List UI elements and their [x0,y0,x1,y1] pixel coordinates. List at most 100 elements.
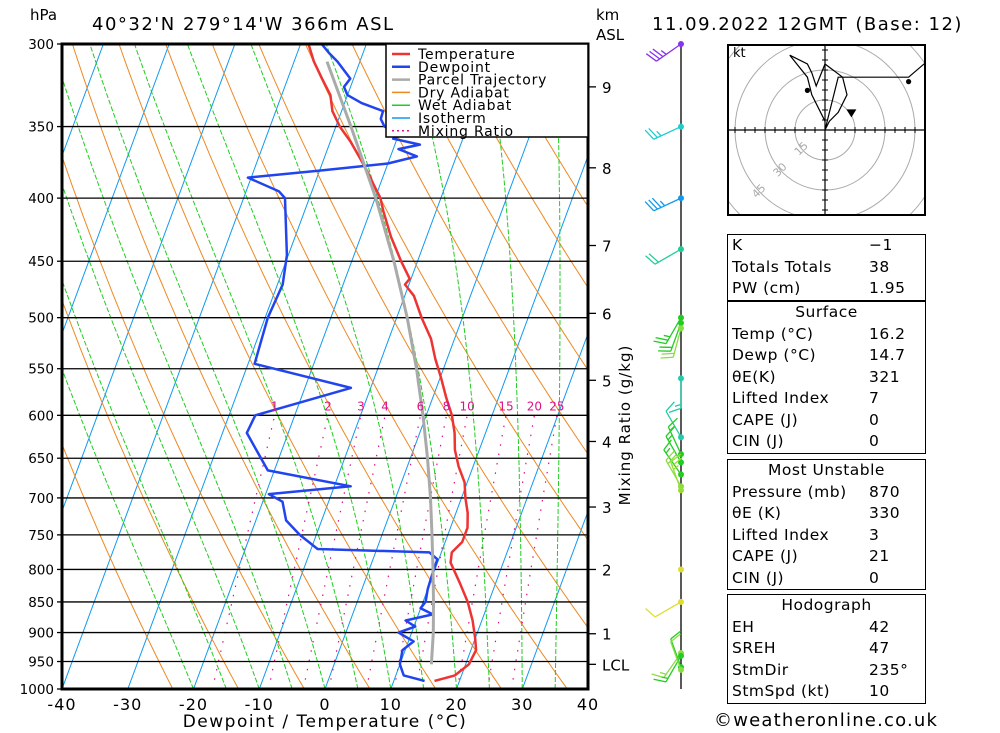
wind-barbs [644,41,684,689]
mixing-ratio-label: 1 [271,399,279,413]
wet-adiabat-line [587,675,588,689]
hodograph-marker [804,87,810,93]
mixing-ratio-label: 25 [549,399,564,413]
wind-barb [644,123,684,140]
hodograph-marker [906,79,912,85]
pressure-tick-label: 900 [28,626,54,642]
index-label: θE (K) [732,504,782,522]
height-unit-label-km: km [596,6,620,24]
wind-barb [645,41,684,62]
pressure-tick-label: 750 [28,528,54,544]
index-value: 42 [869,617,890,636]
legend-label: Isotherm [418,111,487,127]
mixing-ratio-axis-label: Mixing Ratio (g/kg) [616,345,634,506]
index-value: 21 [869,547,890,565]
index-row: CAPE (J) 0 [728,410,925,432]
legend-label: Dry Adiabat [418,85,510,101]
wind-barb-dot [678,123,684,130]
isotherm-line [62,44,104,158]
index-row: PW (cm) 1.95 [728,278,925,300]
index-value: 14.7 [869,346,906,364]
mixing-ratio-line [486,415,535,689]
km-tick-label: 4 [602,433,612,451]
index-label: StmSpd (kt) [732,682,831,700]
profile-lines [245,44,478,683]
copyright-footer[interactable]: ©weatheronline.co.uk [714,710,939,731]
datetime-title: 11.09.2022 12GMT (Base: 12) [652,14,963,35]
index-value: 16.2 [869,324,906,343]
index-value: 321 [869,367,901,386]
x-tick-label: -40 [47,695,76,714]
surface-title: Surface [795,303,858,321]
index-row: StmSpd (kt) 10 [728,681,925,703]
wind-barb [665,401,684,441]
x-tick-label: -20 [179,695,208,714]
index-label: SREH [732,639,777,657]
x-tick-label: 10 [380,695,402,714]
wind-barb [660,325,684,359]
index-row: K −1 [728,235,925,257]
mixing-ratio-line [456,415,507,689]
index-row: Dewp (°C) 14.7 [728,345,925,367]
x-tick-label: 40 [577,695,599,714]
dry-adiabat-line [351,44,588,456]
dry-adiabat-line [398,44,588,371]
hodograph-unit-label: kt [733,46,746,61]
km-tick-label: 7 [602,238,612,256]
isotherm-line [62,44,302,689]
index-value: 235° [869,660,909,679]
wind-barb [663,439,684,478]
x-axis-label: Dewpoint / Temperature (°C) [183,712,468,732]
pressure-tick-label: 700 [28,491,54,507]
wind-barb [645,598,684,618]
index-row: Totals Totals 38 [728,257,925,279]
hodograph-indices-table: Hodograph EH 42 SREH 47 StmDir 235° StmSpd (kt… [727,594,926,704]
index-value: 0 [869,568,880,587]
index-label: Lifted Index [732,389,830,407]
index-label: EH [732,617,755,636]
pressure-tick-label: 350 [28,120,54,136]
pressure-tick-label: 650 [28,451,54,467]
mixing-ratio-line [268,415,329,689]
wet-adiabat-line [62,367,194,689]
index-label: StmDir [732,660,789,679]
mixing-ratio-label: 10 [460,399,475,413]
storm-motion-icon [846,109,857,118]
index-label: Dewp (°C) [732,346,817,364]
km-tick-label: LCL [602,656,630,674]
dry-adiabat-line [71,44,371,689]
isotherm-line [324,44,565,689]
index-row: StmDir 235° [728,660,925,682]
isobar-lines [62,43,588,690]
index-value: 870 [869,482,901,501]
index-value: 47 [869,639,890,657]
pressure-tick-label: 1000 [20,682,54,698]
dry-adiabat-line [62,442,174,689]
mixing-ratio-label: 6 [417,399,425,413]
index-label: Temp (°C) [732,324,814,343]
mixing-ratio-label: 2 [324,399,332,413]
height-unit-label-asl: ASL [596,26,625,44]
isotherm-line [127,44,367,689]
legend-label: Wet Adiabat [418,98,512,114]
index-label: CIN (J) [732,568,785,587]
isotherm-line [456,332,588,689]
x-tick-label: 20 [445,695,467,714]
dry-adiabat-line [958,44,1000,689]
legend-label: Mixing Ratio [418,124,514,140]
axes: 1 2 3 4 6 8 10 15 20 2530035040045050055060065070… [20,37,630,714]
km-tick-label: 2 [602,561,612,579]
wet-adiabat-line [134,44,359,689]
x-tick-label: 0 [319,695,330,714]
wind-barb [678,566,684,573]
isotherm-line [521,509,588,689]
index-value: 7 [869,389,880,407]
index-value: 38 [869,257,890,276]
index-label: PW (cm) [732,279,801,297]
location-title: 40°32'N 279°14'W 366m ASL [92,14,395,35]
index-value: 10 [869,682,890,700]
hodograph-title: Hodograph [781,596,872,614]
legend-label: Dewpoint [418,60,491,76]
